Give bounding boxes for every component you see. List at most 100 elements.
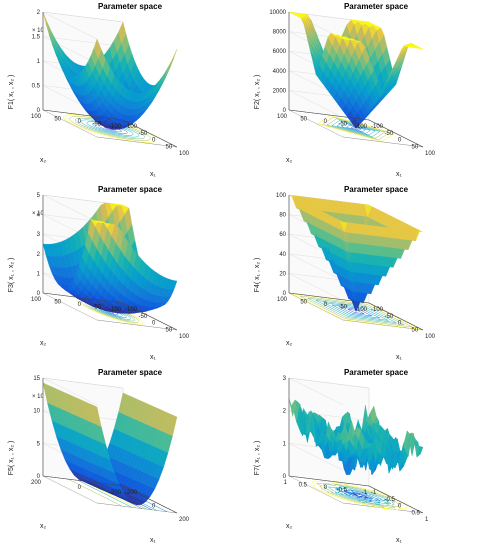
x-tick-label: 50 <box>166 144 173 150</box>
z-tick-label: 6000 <box>273 49 287 55</box>
y-tick-label: 100 <box>277 297 288 303</box>
surface-mesh <box>288 11 424 129</box>
x-tick-label: 100 <box>179 334 190 340</box>
x-tick-label: -1 <box>371 490 377 496</box>
y-axis-label: x₂ <box>286 523 293 530</box>
surface-chart-f3: Parameter space × 10⁴ F3( x₁ , x₂ ) x₁ x… <box>8 185 190 361</box>
z-tick-label: 4000 <box>273 69 287 75</box>
x-tick-label: -50 <box>385 131 394 137</box>
z-axis-label: F4( x₁ , x₂ ) <box>254 258 261 293</box>
y-tick-label: -100 <box>109 124 122 130</box>
contour-line <box>334 487 386 504</box>
x-tick-label: 0 <box>398 321 402 327</box>
floor-contours <box>291 293 421 330</box>
panel-f4: Parameter space F4( x₁ , x₂ ) x₁ x₂ 0 20 4… <box>246 183 492 366</box>
x-tick-label: 0 <box>152 321 156 327</box>
contour-line <box>340 123 372 134</box>
x-axis <box>122 119 178 148</box>
contour-line <box>321 116 391 141</box>
contour-line <box>315 300 397 323</box>
panel-f3: Parameter space × 10⁴ F3( x₁ , x₂ ) x₁ x… <box>0 183 246 366</box>
surface-patch <box>169 280 178 290</box>
z-tick-label: 1 <box>283 441 287 447</box>
x-tick-label: 1 <box>425 517 429 523</box>
y-tick-label: 0 <box>78 119 82 125</box>
surface-chart-f7: Parameter space F7( x₁ , x₂ ) x₁ x₂ 0123… <box>254 368 429 544</box>
surface-mesh <box>42 11 178 130</box>
contour-line <box>75 117 145 140</box>
y-tick-label: -100 <box>355 307 368 313</box>
z-tick-label: 20 <box>279 271 286 277</box>
x-tick-label: -50 <box>139 314 148 320</box>
y-tick-label: 50 <box>300 300 307 306</box>
x-axis <box>368 485 424 514</box>
z-tick-label: 2 <box>37 10 41 16</box>
z-tick-label: 0 <box>283 291 287 297</box>
z-exponent: × 10⁴ <box>32 27 47 34</box>
z-tick-label: 1 <box>37 271 41 277</box>
y-tick-label: -1 <box>362 490 368 496</box>
y-axis-label: x₂ <box>40 523 47 530</box>
surface-patch <box>415 230 424 241</box>
contour-line <box>69 116 151 141</box>
y-axis <box>288 475 370 487</box>
x-tick-label: 200 <box>179 517 190 523</box>
contour-line <box>307 297 405 326</box>
y-axis-label: x₂ <box>40 157 47 164</box>
z-axis-label: F7( x₁ , x₂ ) <box>254 441 261 476</box>
surface-chart-f2: Parameter space F2( x₁ , x₂ ) x₁ x₂ 0 200… <box>254 2 436 178</box>
x-tick-label: 0 <box>152 138 156 144</box>
z-exponent: × 10¹⁰ <box>32 393 49 400</box>
y-tick-label: -100 <box>355 124 368 130</box>
contour-line <box>323 302 389 321</box>
z-tick-label: 4 <box>37 213 41 219</box>
x-axis-label: x₁ <box>396 354 403 361</box>
z-axis-label: F3( x₁ , x₂ ) <box>8 258 15 293</box>
chart-title: Parameter space <box>344 2 409 11</box>
surface-patch <box>169 415 178 437</box>
x-tick-label: 50 <box>166 327 173 333</box>
y-tick-label: 1 <box>284 480 288 486</box>
chart-title: Parameter space <box>98 2 163 11</box>
x-axis-label: x₁ <box>396 537 403 544</box>
surface-chart-f5: Parameter space × 10¹⁰ F5( x₁ , x₂ ) x₁ … <box>8 368 190 544</box>
surface-mesh <box>42 202 178 314</box>
chart-title: Parameter space <box>344 185 409 194</box>
x-tick-label: -0.5 <box>385 497 396 503</box>
contour-line <box>322 484 395 507</box>
y-tick-label: -50 <box>92 305 101 311</box>
y-tick-label: -0.5 <box>337 488 348 494</box>
y-axis <box>42 475 124 487</box>
x-axis-label: x₁ <box>396 171 403 178</box>
z-tick-label: 100 <box>276 193 287 199</box>
y-tick-label: -200 <box>109 490 122 496</box>
z-tick-label: 3 <box>283 376 287 382</box>
contour-line <box>299 295 413 328</box>
z-tick-label: 0 <box>37 291 41 297</box>
contour-line <box>331 304 381 319</box>
panel-f5: Parameter space × 10¹⁰ F5( x₁ , x₂ ) x₁ … <box>0 366 246 549</box>
z-tick-label: 15 <box>33 376 40 382</box>
x-axis <box>122 485 178 514</box>
y-tick-label: 200 <box>31 480 42 486</box>
y-axis-label: x₂ <box>286 340 293 347</box>
x-tick-label: 100 <box>179 151 190 157</box>
x-axis <box>122 302 178 331</box>
x-axis-label: x₁ <box>150 354 157 361</box>
y-tick-label: 100 <box>31 114 42 120</box>
x-axis <box>368 302 424 331</box>
x-tick-label: -100 <box>371 124 384 130</box>
contour-line <box>345 124 367 133</box>
contour-line <box>338 489 381 502</box>
z-exponent: × 10⁴ <box>32 210 47 217</box>
x-axis <box>368 119 424 148</box>
y-axis <box>288 292 370 304</box>
x-axis-label: x₁ <box>150 171 157 178</box>
x-tick-label: 100 <box>425 334 436 340</box>
contour-line <box>326 118 386 139</box>
x-tick-label: 50 <box>412 144 419 150</box>
z-axis-label: F5( x₁ , x₂ ) <box>8 441 15 476</box>
z-tick-label: 8000 <box>273 30 287 36</box>
y-axis <box>288 109 370 121</box>
